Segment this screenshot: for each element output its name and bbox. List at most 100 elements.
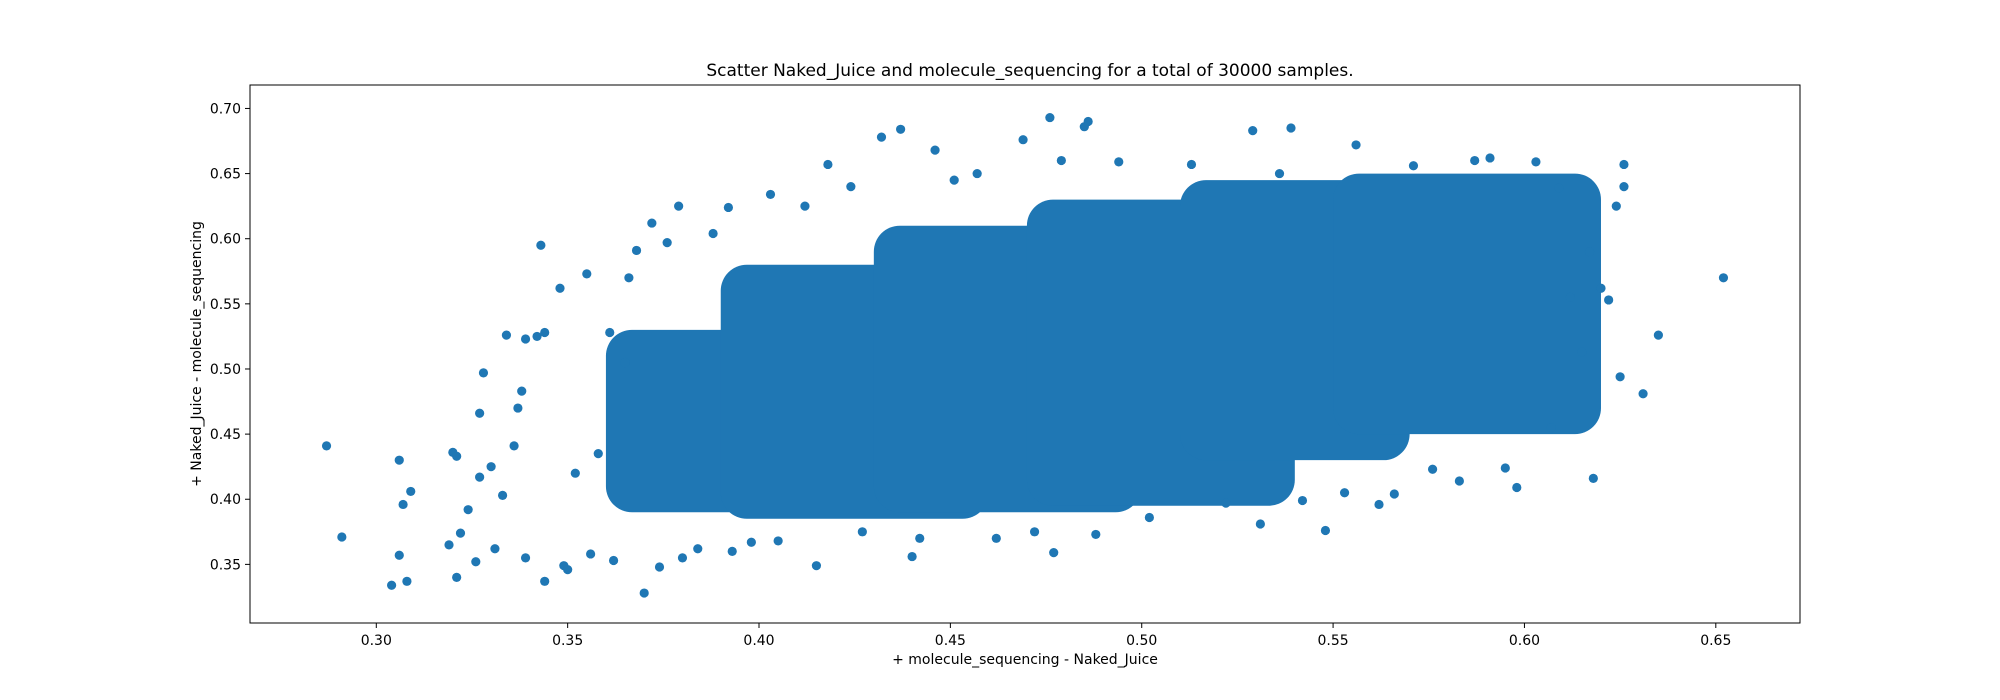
scatter-point — [1114, 157, 1124, 167]
scatter-point — [727, 546, 737, 556]
scatter-point — [907, 551, 917, 562]
scatter-point — [321, 441, 332, 451]
scatter-point — [631, 245, 642, 256]
scatter-point — [501, 330, 512, 340]
scatter-point — [1588, 473, 1598, 484]
scatter-point — [513, 403, 523, 413]
scatter-point — [1611, 201, 1621, 211]
scatter-point — [823, 159, 833, 170]
y-tick-label: 0.40 — [210, 492, 241, 508]
y-tick-label: 0.65 — [210, 167, 241, 183]
scatter-point — [1144, 512, 1154, 523]
scatter-point — [570, 468, 580, 478]
scatter-point — [674, 201, 684, 211]
scatter-point — [746, 537, 756, 547]
y-tick-label: 0.55 — [210, 297, 241, 313]
scatter-point — [708, 228, 718, 239]
y-axis-ticks: 0.35 0.40 0.45 0.50 0.55 0.60 0.65 0.70 — [210, 101, 250, 573]
x-tick-label: 0.30 — [361, 633, 392, 649]
scatter-point — [536, 240, 546, 250]
scatter-point — [1389, 489, 1399, 499]
scatter-point — [1339, 488, 1350, 498]
scatter-point — [1029, 527, 1040, 537]
scatter-point — [949, 175, 959, 185]
scatter-point — [452, 451, 462, 461]
chart-title: Scatter Naked_Juice and molecule_sequenc… — [706, 61, 1353, 81]
scatter-point — [532, 331, 542, 342]
scatter-point — [1454, 476, 1464, 486]
scatter-point — [1531, 157, 1541, 167]
scatter-points — [321, 112, 1729, 598]
scatter-point — [555, 283, 565, 293]
y-tick-label: 0.60 — [210, 232, 241, 248]
scatter-point — [1186, 159, 1197, 170]
scatter-point — [896, 124, 906, 134]
scatter-point — [1091, 529, 1101, 540]
scatter-point — [1297, 495, 1308, 506]
scatter-point — [1079, 122, 1089, 132]
scatter-point — [1049, 548, 1059, 558]
scatter-point — [1221, 498, 1231, 508]
cluster-band-5 — [1333, 173, 1601, 435]
scatter-point — [1320, 525, 1331, 536]
x-axis-label: + molecule_sequencing - Naked_Juice — [892, 652, 1158, 668]
scatter-point — [1718, 273, 1729, 283]
scatter-point — [1351, 140, 1361, 150]
scatter-point — [1512, 482, 1522, 493]
scatter-point — [654, 562, 665, 572]
scatter-point — [857, 527, 867, 537]
scatter-point — [520, 334, 531, 344]
scatter-point — [1619, 182, 1629, 192]
scatter-point — [991, 533, 1001, 543]
scatter-point — [1638, 389, 1648, 399]
scatter-point — [1577, 347, 1587, 357]
scatter-point — [1653, 330, 1663, 340]
scatter-point — [1546, 423, 1556, 433]
scatter-point — [586, 549, 596, 559]
y-tick-label: 0.50 — [210, 362, 241, 378]
scatter-point — [1500, 463, 1510, 473]
scatter-point — [915, 533, 925, 543]
scatter-point — [593, 449, 603, 459]
scatter-point — [1248, 125, 1258, 136]
scatter-point — [1470, 155, 1480, 166]
scatter-point — [972, 168, 982, 179]
y-tick-label: 0.35 — [210, 557, 241, 573]
scatter-point — [1408, 161, 1419, 171]
scatter-point — [387, 580, 397, 590]
scatter-point — [605, 327, 615, 338]
scatter-point — [337, 532, 347, 542]
scatter-point — [490, 544, 500, 554]
scatter-point — [1056, 155, 1066, 166]
scatter-point — [1565, 292, 1575, 302]
x-tick-label: 0.50 — [1126, 633, 1157, 649]
scatter-point — [509, 441, 519, 451]
scatter-point — [1274, 168, 1285, 179]
scatter-point — [620, 357, 630, 368]
scatter-point — [765, 189, 776, 200]
scatter-point — [471, 557, 481, 567]
scatter-point — [463, 505, 473, 515]
scatter-point — [639, 588, 649, 598]
scatter-point — [811, 561, 822, 571]
x-tick-label: 0.65 — [1700, 633, 1731, 649]
x-tick-label: 0.35 — [552, 633, 583, 649]
x-tick-label: 0.45 — [935, 633, 966, 649]
y-tick-label: 0.70 — [210, 101, 241, 117]
scatter-point — [693, 544, 703, 554]
scatter-point — [876, 132, 887, 142]
scatter-point — [475, 472, 485, 482]
scatter-point — [394, 455, 404, 465]
scatter-point — [930, 145, 940, 155]
scatter-point — [520, 553, 531, 563]
x-tick-label: 0.40 — [743, 633, 774, 649]
plot-area-frame — [249, 84, 1801, 624]
scatter-point — [1554, 183, 1564, 193]
scatter-point — [1584, 247, 1595, 257]
scatter-point — [1045, 112, 1055, 123]
scatter-point — [608, 555, 619, 566]
scatter-point — [394, 550, 404, 560]
x-axis-ticks: 0.30 0.35 0.40 0.45 0.50 0.55 0.60 0.65 — [361, 623, 1731, 649]
x-tick-label: 0.55 — [1318, 633, 1349, 649]
scatter-point — [444, 540, 454, 550]
